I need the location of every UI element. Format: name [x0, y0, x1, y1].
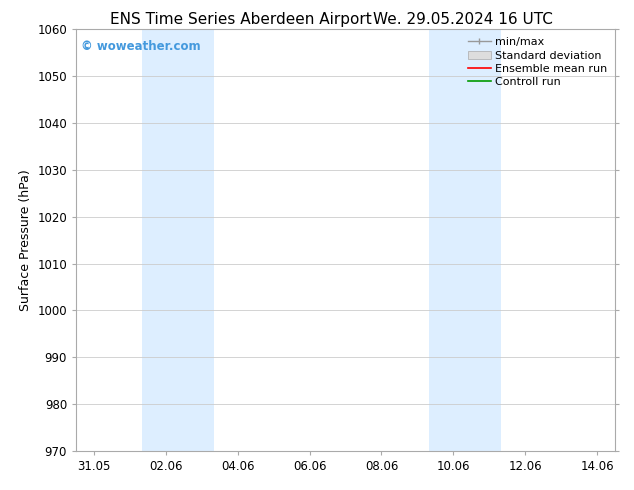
Bar	[142, 29, 214, 451]
Bar	[429, 29, 501, 451]
Text: We. 29.05.2024 16 UTC: We. 29.05.2024 16 UTC	[373, 12, 553, 27]
Legend: min/max, Standard deviation, Ensemble mean run, Controll run: min/max, Standard deviation, Ensemble me…	[464, 33, 612, 92]
Text: ENS Time Series Aberdeen Airport: ENS Time Series Aberdeen Airport	[110, 12, 372, 27]
Text: © woweather.com: © woweather.com	[81, 40, 201, 53]
Y-axis label: Surface Pressure (hPa): Surface Pressure (hPa)	[19, 169, 32, 311]
